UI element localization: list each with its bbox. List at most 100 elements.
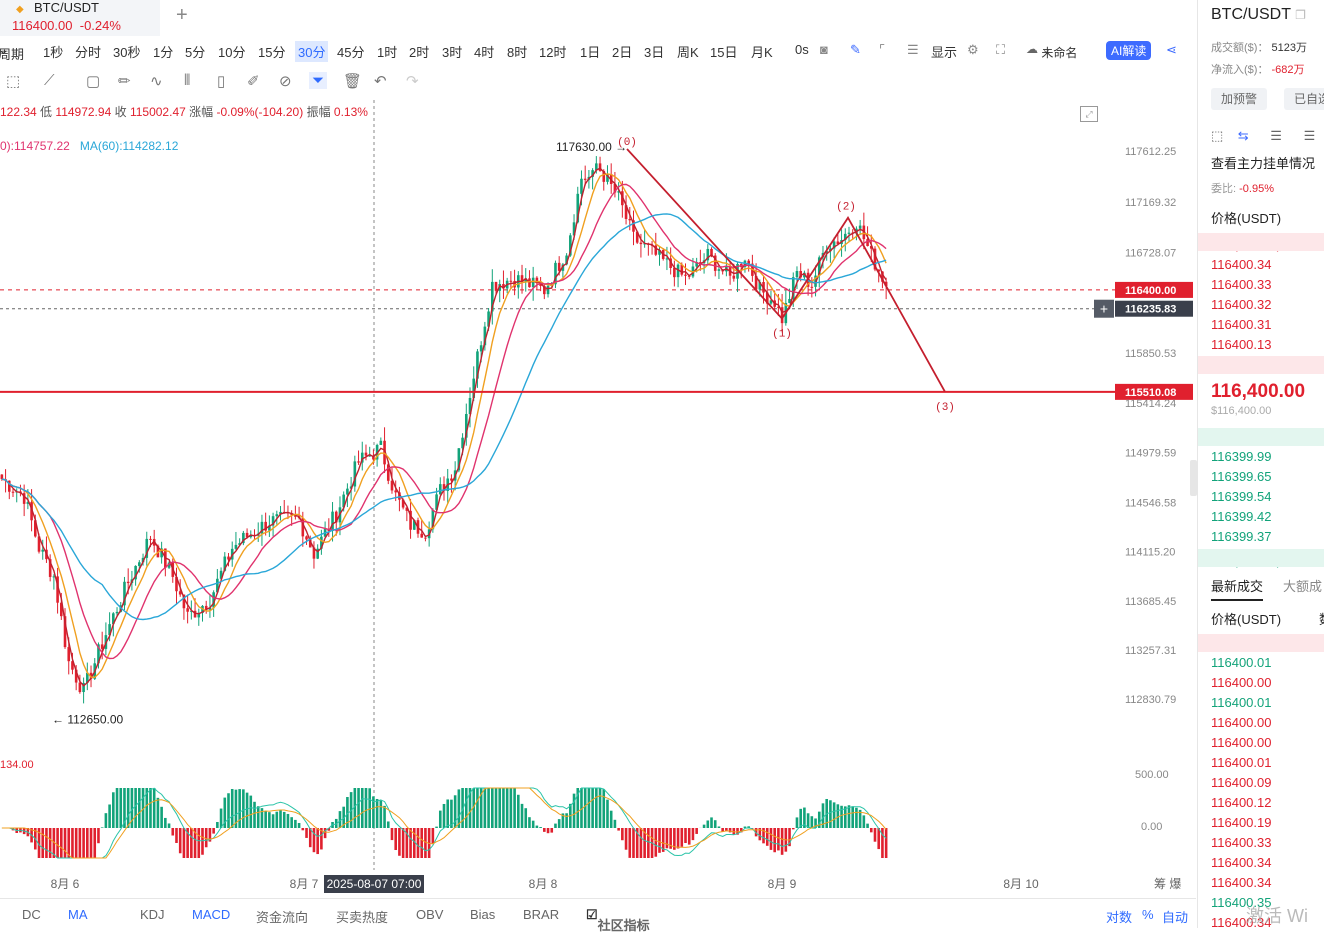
ask-row[interactable]: 116400.34	[1211, 257, 1272, 272]
macd-bar	[465, 788, 468, 828]
macd-bar	[383, 806, 386, 828]
ind-tab[interactable]: OBV	[416, 907, 443, 922]
macd-bar	[833, 802, 836, 828]
macd-bar	[517, 795, 520, 828]
macd-bar	[632, 828, 635, 858]
macd-bar	[528, 817, 531, 828]
candle-body	[365, 453, 368, 456]
bid-row[interactable]: 116399.54	[1211, 489, 1272, 504]
trade-row[interactable]: 116400.33	[1211, 835, 1272, 850]
ind-tab[interactable]: 资金流向	[256, 907, 308, 926]
macd-bar	[279, 810, 282, 828]
macd-bar	[666, 828, 669, 848]
bid-row[interactable]: 116399.65	[1211, 469, 1272, 484]
macd-bar	[625, 828, 628, 850]
macd-bar	[855, 808, 858, 828]
macd-bar	[851, 806, 854, 828]
percent-toggle[interactable]: %	[1142, 907, 1154, 922]
candle-body	[684, 275, 687, 276]
ind-tab[interactable]: DC	[22, 907, 41, 922]
candle-body	[424, 538, 427, 539]
macd-bar	[848, 805, 851, 828]
ask-row[interactable]: 116400.32	[1211, 297, 1272, 312]
log-toggle[interactable]: 对数	[1106, 907, 1132, 926]
ind-tab[interactable]: KDJ	[140, 907, 165, 922]
trade-row[interactable]: 116400.01	[1211, 695, 1272, 710]
ind-tab-active[interactable]: MA	[68, 907, 88, 922]
macd-bar	[153, 788, 156, 828]
bid-row[interactable]: 116399.99	[1211, 449, 1272, 464]
bid-row[interactable]: 116399.42	[1211, 509, 1272, 524]
tab-big-trades[interactable]: 大额成	[1283, 576, 1322, 595]
trade-row[interactable]: 116400.09	[1211, 775, 1272, 790]
macd-bar	[558, 819, 561, 828]
macd-bar	[680, 828, 683, 847]
macd-bar	[45, 828, 48, 858]
netflow-row: 净流入($)： -682万	[1211, 61, 1305, 77]
tab-latest-trades[interactable]: 最新成交	[1211, 576, 1263, 601]
macd-bar	[443, 804, 446, 828]
candle-body	[480, 345, 483, 351]
macd-bar	[539, 827, 542, 828]
macd-bar	[283, 812, 286, 828]
macd-bar	[391, 828, 394, 840]
macd-bar	[647, 828, 650, 858]
trade-row[interactable]: 116400.19	[1211, 815, 1272, 830]
community-indicators[interactable]: ☑ 社区指标	[586, 907, 598, 923]
watchlist-button[interactable]: 已自选	[1284, 88, 1324, 110]
ask-row[interactable]: 116400.31	[1211, 317, 1272, 332]
trade-row[interactable]: 116400.01	[1211, 655, 1272, 670]
macd-bar	[807, 813, 810, 828]
trade-row[interactable]: 116400.01	[1211, 755, 1272, 770]
macd-bar	[829, 800, 832, 828]
trade-row[interactable]: 116400.12	[1211, 795, 1272, 810]
ind-tab[interactable]: 买卖热度	[336, 907, 388, 926]
macd-bar	[435, 827, 438, 828]
macd-bar	[877, 828, 880, 849]
row-highlight	[1198, 634, 1324, 652]
ask-row[interactable]: 116400.13	[1211, 337, 1272, 352]
candle-body	[584, 179, 587, 180]
date-tick-label: 8月 7	[290, 877, 319, 891]
panel-title: BTC/USDT ❐	[1211, 6, 1306, 24]
candle-body	[12, 492, 15, 493]
low-annotation: ← 112650.00	[52, 713, 123, 727]
trade-row[interactable]: 116400.00	[1211, 675, 1272, 690]
macd-bar	[591, 788, 594, 828]
orderbook-view-icons[interactable]: ⬚ ⇆ ☰ ☰	[1211, 128, 1315, 144]
candle-body	[811, 287, 814, 288]
price-tick-label: 117612.25	[1125, 146, 1176, 158]
right-panel: BTC/USDT ❐ 成交额($)： 5123万 净流入($)： -682万 加…	[1197, 0, 1324, 928]
trade-row[interactable]: 116400.00	[1211, 735, 1272, 750]
macd-bar	[439, 811, 442, 828]
macd-bar	[628, 828, 631, 858]
macd-bar	[64, 828, 67, 858]
trade-row[interactable]: 116400.34	[1211, 855, 1272, 870]
macd-bar	[409, 828, 412, 858]
auto-toggle[interactable]: 自动	[1162, 907, 1188, 926]
wave-label: (0)	[617, 137, 637, 149]
macd-bar	[677, 828, 680, 849]
main-orders-link[interactable]: 查看主力挂单情况	[1211, 153, 1315, 172]
macd-bar	[175, 828, 178, 843]
macd-bar	[324, 828, 327, 838]
alert-button[interactable]: 加预警	[1211, 88, 1267, 110]
macd-bar	[420, 828, 423, 858]
macd-bar	[432, 828, 435, 844]
macd-bar	[41, 828, 44, 858]
panel-collapse-handle[interactable]	[1190, 460, 1197, 496]
trade-row[interactable]: 116400.34	[1211, 875, 1272, 890]
candle-body	[79, 683, 82, 692]
ask-row[interactable]: 116400.33	[1211, 277, 1272, 292]
ind-tab-active[interactable]: MACD	[192, 907, 230, 922]
bid-row[interactable]: 116399.37	[1211, 529, 1272, 544]
macd-bar	[536, 826, 539, 828]
macd-bar	[658, 828, 661, 853]
macd-bar	[290, 817, 293, 828]
ind-tab[interactable]: BRAR	[523, 907, 559, 922]
ind-tab[interactable]: Bias	[470, 907, 495, 922]
macd-bar	[119, 788, 122, 828]
trade-row[interactable]: 116400.00	[1211, 715, 1272, 730]
macd-bar	[547, 828, 550, 833]
